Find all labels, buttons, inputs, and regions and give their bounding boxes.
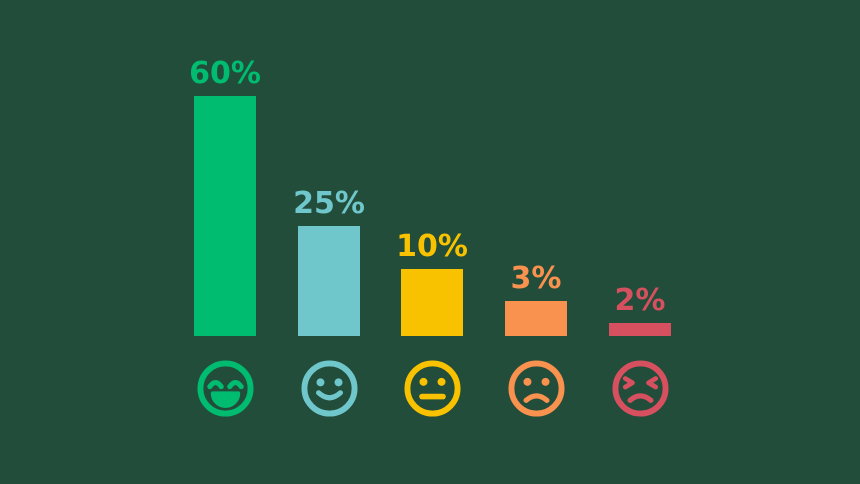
neutral-face-icon — [403, 360, 461, 417]
bar-value-label: 10% — [396, 229, 468, 264]
bar-value-label: 2% — [614, 283, 666, 318]
bar-group-neutral: 10% — [380, 232, 484, 417]
bar-group-very-upset: 2% — [588, 286, 692, 417]
bar-very-happy — [194, 96, 256, 336]
grin-beam-icon — [196, 360, 254, 417]
persevere-icon — [611, 360, 669, 417]
bar-very-upset — [609, 323, 671, 336]
bar-group-very-happy: 60% — [173, 59, 277, 417]
bar-value-label: 3% — [510, 261, 562, 296]
smile-icon — [300, 360, 358, 417]
bar-value-label: 60% — [189, 56, 261, 91]
bar-happy — [298, 226, 360, 336]
bar-group-sad: 3% — [484, 264, 588, 417]
bar-neutral — [401, 269, 463, 336]
frown-icon — [507, 360, 565, 417]
bar-group-happy: 25% — [277, 189, 381, 417]
bar-value-label: 25% — [293, 186, 365, 221]
bar-sad — [505, 301, 567, 336]
